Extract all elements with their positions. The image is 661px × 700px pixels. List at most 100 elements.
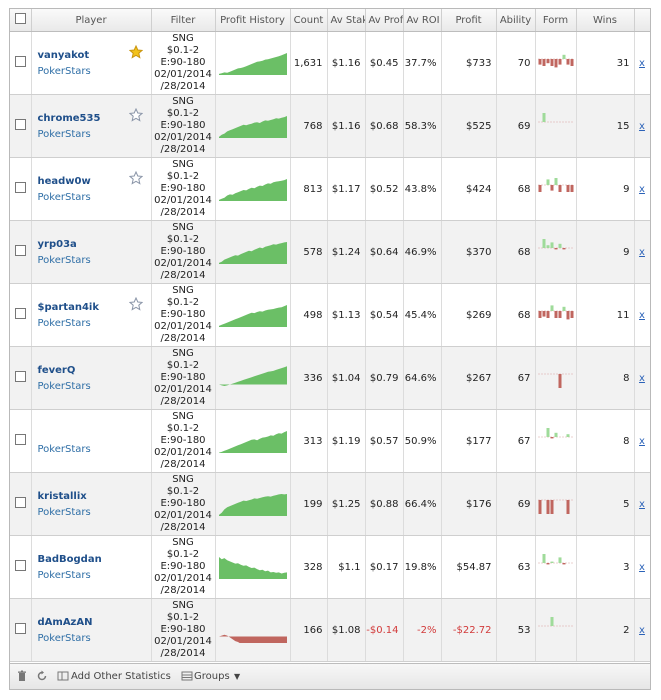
player-site-link[interactable]: PokerStars <box>37 569 91 581</box>
row-checkbox[interactable] <box>14 245 26 256</box>
row-checkbox[interactable] <box>14 434 26 445</box>
player-site-link[interactable]: PokerStars <box>37 191 91 203</box>
table-row[interactable]: yrp03a PokerStars SNG $0.1-2 E:90-180 02/01/2… <box>10 220 650 284</box>
av-roi-cell: 66.4% <box>403 472 442 536</box>
form-bar <box>550 617 553 626</box>
select-all-checkbox[interactable] <box>14 13 26 24</box>
refresh-icon[interactable] <box>36 670 48 682</box>
row-checkbox[interactable] <box>14 497 26 508</box>
column-header-filter[interactable]: Filter <box>151 9 216 32</box>
favorite-star-icon[interactable] <box>128 108 143 122</box>
remove-row-link[interactable]: x <box>639 309 645 321</box>
player-site-link[interactable]: PokerStars <box>37 506 91 518</box>
remove-row-link[interactable]: x <box>639 561 645 573</box>
av-stake-cell: $1.24 <box>327 220 366 284</box>
add-columns-icon[interactable] <box>57 670 69 682</box>
table-row[interactable]: dAmAzAN PokerStars SNG $0.1-2 E:90-180 02/01/… <box>10 598 650 662</box>
player-name-link[interactable]: BadBogdan <box>37 553 102 565</box>
profit-history-area <box>218 494 287 516</box>
av-profit-cell: $0.64 <box>365 220 404 284</box>
column-header-form[interactable]: Form <box>535 9 577 32</box>
trash-icon[interactable] <box>16 670 28 682</box>
player-cell: feverQ PokerStars <box>31 346 152 410</box>
av-profit-cell: $0.52 <box>365 157 404 221</box>
form-bar <box>566 311 569 320</box>
filter-line: E:90-180 <box>160 561 206 572</box>
groups-icon[interactable] <box>181 670 193 682</box>
row-checkbox[interactable] <box>14 560 26 571</box>
table-row[interactable]: BadBogdan PokerStars SNG $0.1-2 E:90-180 02/0… <box>10 535 650 599</box>
filter-line: SNG <box>172 96 194 107</box>
table-row[interactable]: headw0w PokerStars SNG $0.1-2 E:90-180 02/01/… <box>10 157 650 221</box>
remove-row-link[interactable]: x <box>639 435 645 447</box>
favorite-star-icon[interactable] <box>128 297 143 311</box>
row-checkbox[interactable] <box>14 623 26 634</box>
player-name-link[interactable]: headw0w <box>37 175 91 187</box>
row-checkbox[interactable] <box>14 182 26 193</box>
remove-row-link[interactable]: x <box>639 183 645 195</box>
remove-row-link[interactable]: x <box>639 120 645 132</box>
table-row[interactable]: PokerStars SNG $0.1-2 E:90-180 02/01/2014/28… <box>10 409 650 473</box>
table-row[interactable]: chrome535 PokerStars SNG $0.1-2 E:90-180 02/0… <box>10 94 650 158</box>
remove-row-link[interactable]: x <box>639 372 645 384</box>
player-name-link[interactable]: kristallix <box>37 490 87 502</box>
profit-history-chart <box>218 634 287 643</box>
column-header-wins[interactable]: Wins <box>576 9 635 32</box>
form-chart <box>537 54 574 68</box>
av-roi-cell: 19.8% <box>403 535 442 599</box>
favorite-star-icon[interactable] <box>128 171 143 185</box>
filter-line: 02/01/2014 <box>154 258 212 269</box>
column-header-profit[interactable]: Profit <box>441 9 497 32</box>
table-row[interactable]: kristallix PokerStars SNG $0.1-2 E:90-180 02/… <box>10 472 650 536</box>
ability-cell: 69 <box>496 472 536 536</box>
row-select-cell <box>10 535 32 599</box>
column-header-av-stake[interactable]: Av Stake <box>327 9 366 32</box>
table-row[interactable]: $partan4ik PokerStars SNG $0.1-2 E:90-180 02/… <box>10 283 650 347</box>
column-header-count[interactable]: Count <box>290 9 328 32</box>
chevron-down-icon[interactable]: ▼ <box>234 672 241 681</box>
player-site-link[interactable]: PokerStars <box>37 128 91 140</box>
player-site-link[interactable]: PokerStars <box>37 632 91 644</box>
table-row[interactable]: feverQ PokerStars SNG $0.1-2 E:90-180 02/01/2… <box>10 346 650 410</box>
column-header-av-profit[interactable]: Av Profit <box>365 9 404 32</box>
add-other-statistics-button[interactable]: Add Other Statistics <box>71 671 171 682</box>
player-name-link[interactable] <box>38 428 151 441</box>
filter-line: /28/2014 <box>160 585 206 596</box>
remove-row-link[interactable]: x <box>639 57 645 69</box>
wins-cell: 15 <box>576 94 635 158</box>
column-header-profit-history[interactable]: Profit History <box>215 9 291 32</box>
form-bar <box>558 557 561 563</box>
filter-line: 02/01/2014 <box>154 510 212 521</box>
profit-history-chart <box>218 242 287 264</box>
ability-cell: 67 <box>496 346 536 410</box>
row-checkbox[interactable] <box>14 119 26 130</box>
player-site-link[interactable]: PokerStars <box>37 380 91 392</box>
player-name-link[interactable]: vanyakot <box>37 49 90 61</box>
form-bar <box>542 239 545 248</box>
player-name-link[interactable]: $partan4ik <box>37 301 99 313</box>
player-name-link[interactable]: chrome535 <box>37 112 101 124</box>
row-select-cell <box>10 409 32 473</box>
player-name-link[interactable]: dAmAzAN <box>37 616 93 628</box>
player-site-link[interactable]: PokerStars <box>37 443 91 455</box>
player-site-link[interactable]: PokerStars <box>37 317 91 329</box>
av-profit-cell: $0.45 <box>365 31 404 95</box>
table-row[interactable]: vanyakot PokerStars SNG $0.1-2 E:90-180 02/01… <box>10 31 650 95</box>
wins-cell: 2 <box>576 598 635 662</box>
player-site-link[interactable]: PokerStars <box>37 254 91 266</box>
groups-button[interactable]: Groups <box>194 671 230 682</box>
row-checkbox[interactable] <box>14 371 26 382</box>
player-site-link[interactable]: PokerStars <box>37 65 91 77</box>
column-header-player[interactable]: Player <box>31 9 152 32</box>
column-header-ability[interactable]: Ability <box>496 9 536 32</box>
player-name-link[interactable]: feverQ <box>37 364 76 376</box>
row-checkbox[interactable] <box>14 56 26 67</box>
player-name-link[interactable]: yrp03a <box>37 238 77 250</box>
column-header-av-roi[interactable]: Av ROI <box>403 9 442 32</box>
remove-row-link[interactable]: x <box>639 624 645 636</box>
profit-history-area <box>218 305 287 327</box>
favorite-star-icon[interactable] <box>128 45 143 59</box>
remove-row-link[interactable]: x <box>639 498 645 510</box>
remove-row-link[interactable]: x <box>639 246 645 258</box>
row-checkbox[interactable] <box>14 308 26 319</box>
